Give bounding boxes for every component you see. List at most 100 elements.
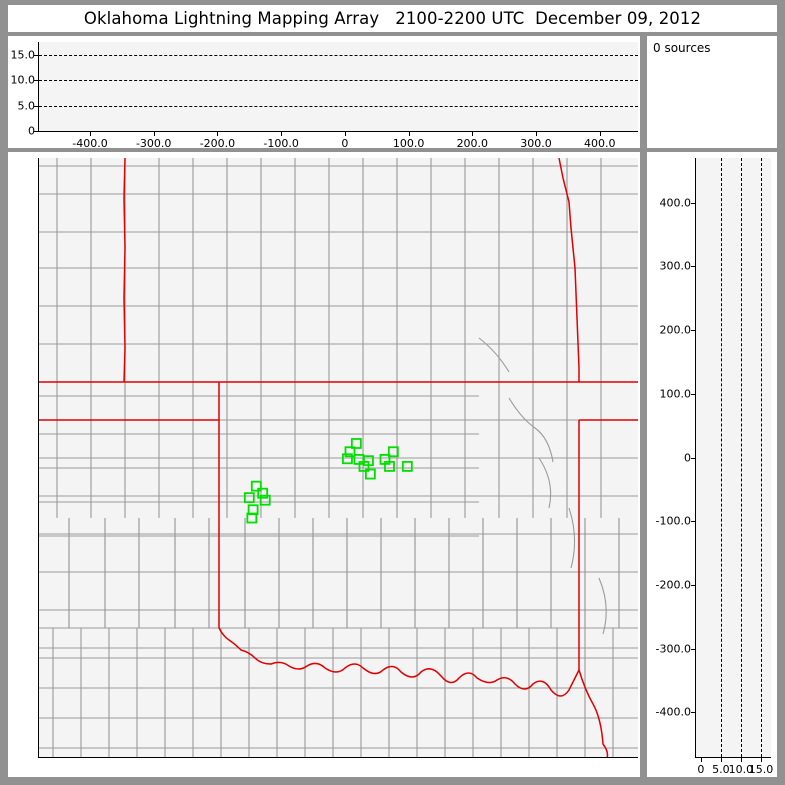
y-tick-mark xyxy=(691,330,696,332)
x-tick-mark xyxy=(90,757,91,758)
plan-view-map-panel: 400.0300.0200.0100.00-100.0-200.0-300.0-… xyxy=(8,152,640,777)
y-tick-mark xyxy=(38,585,39,586)
title-bar: Oklahoma Lightning Mapping Array 2100-22… xyxy=(8,5,777,32)
gridline-vertical xyxy=(740,158,742,757)
gridline-horizontal xyxy=(39,105,638,107)
x-tick-label: 0 xyxy=(341,137,349,150)
time-height-plot-area: 0 5.0 10.0 15.0 -400.0 -300.0 -200.0 -100.0 0 100… xyxy=(11,42,638,150)
y-tick-label: 5.0 xyxy=(17,99,36,113)
sources-panel: 0 sources xyxy=(647,36,777,148)
y-tick-label: 0 xyxy=(684,451,691,464)
y-tick-mark xyxy=(38,330,39,331)
source-marker xyxy=(259,494,271,506)
x-tick-mark xyxy=(700,757,702,762)
y-tick-label: 400.0 xyxy=(659,196,692,210)
y-tick-mark xyxy=(34,131,39,132)
x-tick-mark xyxy=(599,131,601,136)
y-tick-mark xyxy=(691,457,696,459)
source-marker xyxy=(342,453,353,465)
y-tick-label: 0 xyxy=(28,124,35,138)
y-tick-mark xyxy=(691,266,696,268)
x-tick-mark xyxy=(760,757,762,762)
gridline-horizontal xyxy=(39,54,638,56)
x-tick-label: 300.0 xyxy=(520,137,552,150)
x-tick-label: 0 xyxy=(697,763,705,776)
y-tick-label: -100.0 xyxy=(655,514,691,528)
y-tick-mark xyxy=(691,202,696,204)
height-count-panel: 400.0 300.0 200.0 100.0 0 -100.0 -200.0 -300.0 -… xyxy=(647,152,777,777)
source-marker xyxy=(401,461,413,472)
y-tick-mark xyxy=(38,394,39,395)
x-tick-label: 200.0 xyxy=(456,137,489,150)
x-tick-mark xyxy=(344,131,346,136)
y-tick-mark xyxy=(691,584,696,586)
plan-view-map-plot-area[interactable]: 400.0300.0200.0100.00-100.0-200.0-300.0-… xyxy=(38,158,638,758)
y-tick-label: -300.0 xyxy=(655,642,691,656)
x-tick-mark xyxy=(345,757,346,758)
x-tick-mark xyxy=(472,131,474,136)
y-tick-mark xyxy=(38,458,39,459)
y-tick-mark xyxy=(691,648,696,650)
page-title: Oklahoma Lightning Mapping Array 2100-22… xyxy=(83,9,702,28)
source-marker xyxy=(344,446,356,458)
time-height-panel: 0 5.0 10.0 15.0 -400.0 -300.0 -200.0 -100.0 0 100… xyxy=(8,36,640,150)
source-marker xyxy=(243,492,255,504)
y-tick-mark xyxy=(691,712,696,714)
source-marker xyxy=(358,461,370,472)
sources-count-label: 0 sources xyxy=(653,41,711,55)
x-tick-mark xyxy=(409,757,410,758)
x-tick-label: 400.0 xyxy=(584,137,616,150)
x-tick-mark xyxy=(153,131,155,136)
y-tick-label: 15.0 xyxy=(10,48,36,62)
y-tick-label: 10.0 xyxy=(10,73,36,87)
x-tick-mark xyxy=(154,757,155,758)
x-tick-label: -200.0 xyxy=(199,137,236,150)
y-tick-label: -200.0 xyxy=(655,578,691,592)
y-tick-mark xyxy=(38,712,39,713)
y-tick-mark xyxy=(34,105,39,107)
height-count-plot-area: 400.0 300.0 200.0 100.0 0 -100.0 -200.0 -300.0 -… xyxy=(656,158,773,776)
x-tick-mark xyxy=(408,131,410,136)
lightning-source-markers xyxy=(243,438,413,524)
y-tick-label: 200.0 xyxy=(659,323,692,337)
x-tick-mark xyxy=(536,131,538,136)
source-marker xyxy=(250,480,262,492)
x-tick-mark xyxy=(281,757,282,758)
x-tick-label: 5.0 xyxy=(712,763,730,776)
source-marker xyxy=(246,512,258,524)
x-tick-mark xyxy=(281,131,283,136)
x-tick-mark xyxy=(217,757,218,758)
x-tick-label: 100.0 xyxy=(392,137,425,150)
gridline-vertical xyxy=(760,158,762,757)
source-marker xyxy=(384,461,395,472)
source-marker xyxy=(364,468,376,480)
y-tick-mark xyxy=(38,521,39,522)
source-marker xyxy=(387,446,399,458)
x-tick-label: -400.0 xyxy=(72,137,108,150)
y-tick-label: 100.0 xyxy=(659,387,692,401)
x-tick-mark xyxy=(217,131,219,136)
x-tick-mark xyxy=(740,757,742,762)
county-borders xyxy=(39,158,638,757)
y-tick-mark xyxy=(38,649,39,650)
map-graphic xyxy=(39,158,638,757)
x-tick-mark xyxy=(536,757,537,758)
gridline-vertical xyxy=(720,158,722,757)
y-tick-mark xyxy=(691,393,696,395)
x-tick-label: 15.0 xyxy=(748,763,774,776)
y-tick-mark xyxy=(691,521,696,523)
source-marker xyxy=(350,438,362,449)
y-tick-mark xyxy=(38,203,39,204)
y-tick-label: 300.0 xyxy=(659,259,692,273)
x-tick-mark xyxy=(600,757,601,758)
x-tick-label: -100.0 xyxy=(263,137,299,150)
source-marker xyxy=(257,487,269,499)
x-tick-mark xyxy=(89,131,91,136)
y-tick-mark xyxy=(34,80,39,82)
state-borders xyxy=(39,158,638,757)
y-tick-mark xyxy=(34,54,39,56)
x-tick-label: -300.0 xyxy=(135,137,172,150)
x-tick-mark xyxy=(472,757,473,758)
x-tick-label: 10.0 xyxy=(728,763,754,776)
